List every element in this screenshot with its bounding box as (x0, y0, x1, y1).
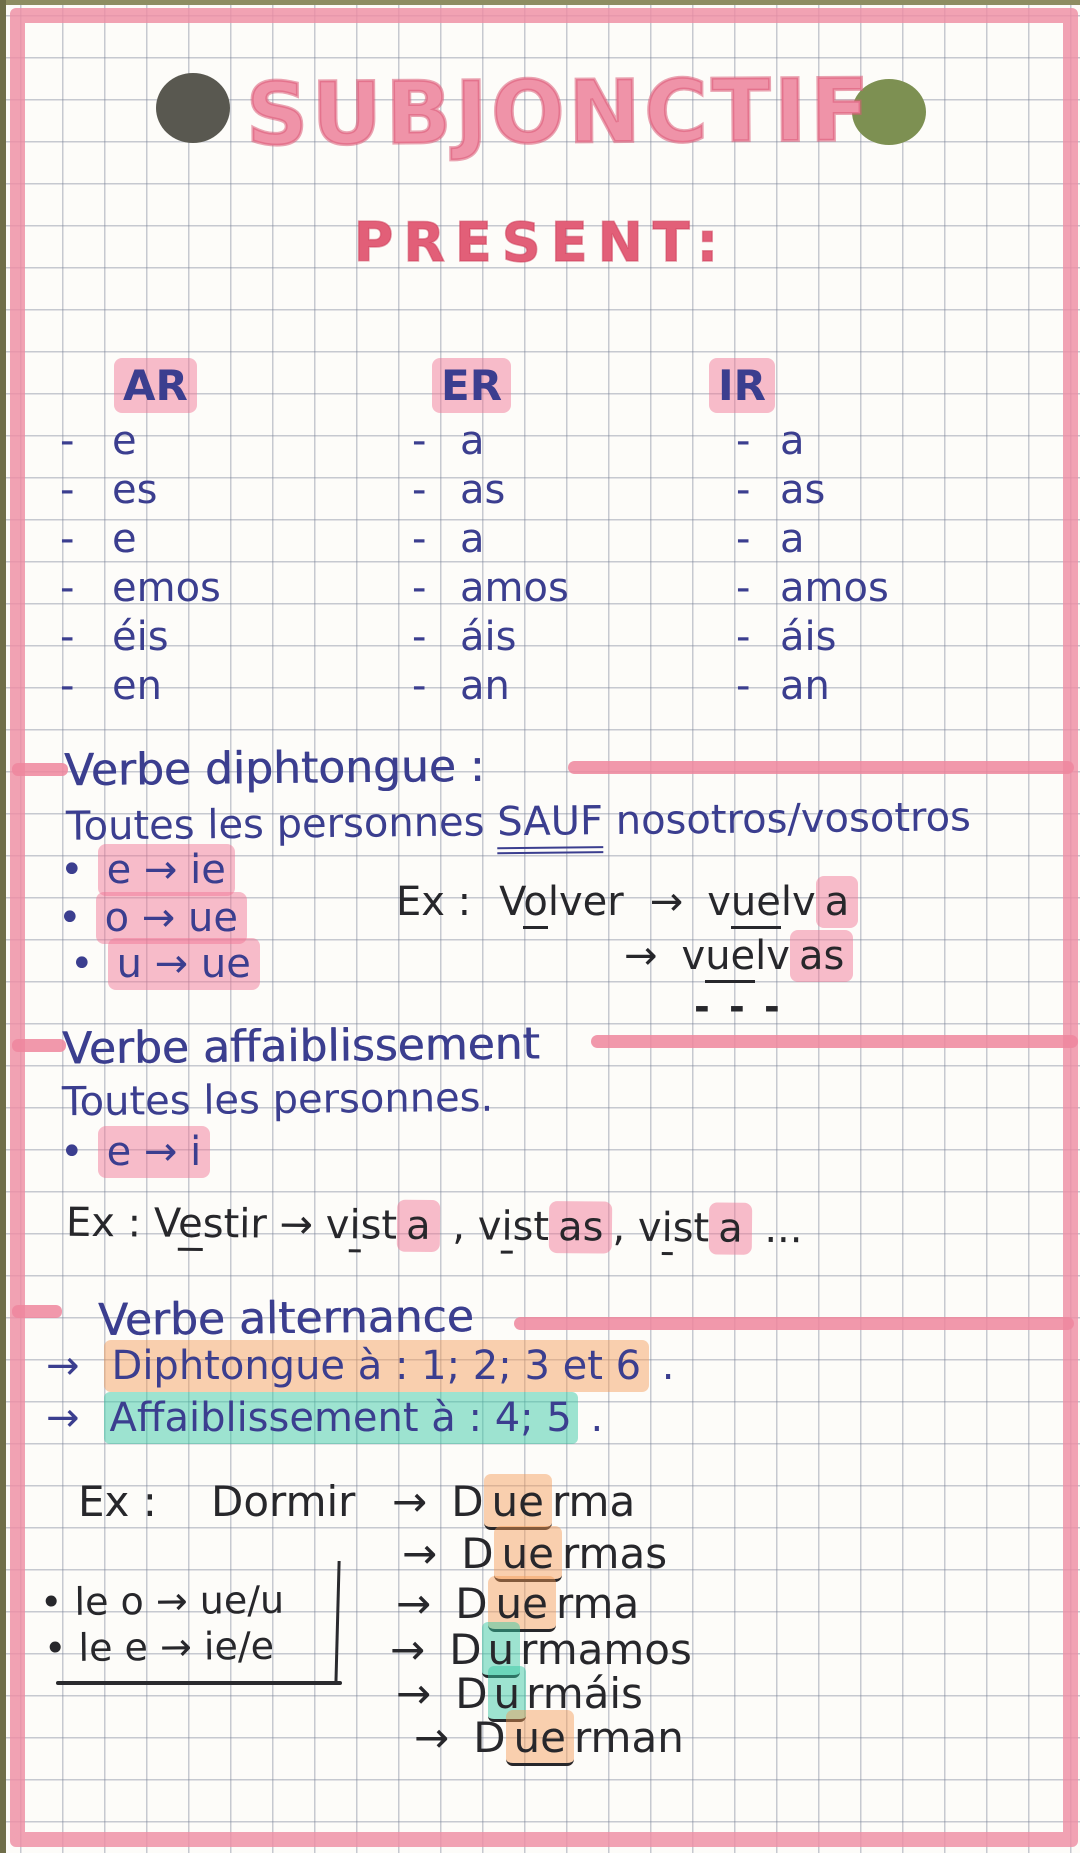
alternance-rule-2: → Affaiblissement à : 4; 5 . (46, 1392, 603, 1444)
side-note-e-rule: • le e → ie/e (43, 1623, 275, 1671)
alternance-rule-1: → Diphtongue à : 1; 2; 3 et 6 . (46, 1340, 675, 1392)
ending-row: -e (60, 516, 137, 562)
ellipsis-dashes: - - - (694, 985, 783, 1029)
example-verb-volver: Volver (499, 879, 624, 929)
endings-column-er: -a - as -a - amos - áis - an (412, 417, 569, 711)
bracket-vertical-line (334, 1560, 341, 1686)
margin-dash (12, 763, 68, 776)
diphtongue-intro: Toutes les personnes SAUF nosotros/vosot… (66, 794, 971, 855)
affaiblissement-example: Ex : Vestir → vist a , vist as, vist a ... (66, 1199, 803, 1256)
ending-row: -a (412, 418, 485, 464)
diphtongue-rule-1: • e → ie (60, 844, 235, 896)
column-header-ir: IR (709, 358, 775, 413)
gray-dot-sticker (156, 73, 230, 143)
section-heading-affaiblissement: Verbe affaiblissement (61, 1018, 540, 1075)
section-heading-alternance: Verbe alternance (97, 1291, 474, 1346)
ending-row: -a (736, 418, 805, 464)
grid-paper-page: SUBJONCTIF PRESENT: AR ER IR -e - es -e -… (6, 5, 1080, 1853)
column-header-er: ER (432, 358, 512, 413)
ending-row: - amos (736, 565, 889, 611)
margin-dash (12, 1039, 66, 1052)
diphtongue-rule-2: • o → ue (58, 892, 247, 944)
ending-row: - as (736, 467, 826, 513)
ending-row: -a (412, 516, 485, 562)
photo-edge-top (0, 0, 1080, 5)
alternance-example-verb: Dormir (211, 1477, 356, 1526)
section-heading-diphtongue: Verbe diphtongue : (63, 740, 485, 797)
bullet-dot: • (70, 941, 94, 987)
alternance-example-label: Ex : (78, 1477, 157, 1526)
bullet-dot: • (58, 895, 82, 941)
bullet-dot: • (60, 1129, 84, 1175)
ending-row: - áis (412, 614, 517, 660)
section-rule-line (514, 1317, 1074, 1330)
endings-column-ar: -e - es -e - emos - éis - en (60, 417, 221, 711)
bullet-dot: • (60, 847, 84, 893)
ending-row: - es (60, 467, 158, 513)
diphtongue-rule-3: • u → ue (70, 938, 260, 990)
endings-column-ir: -a - as -a - amos - áis - an (736, 417, 889, 711)
section-rule-line (568, 761, 1074, 774)
ending-row: - éis (60, 614, 169, 660)
diphtongue-example-line-1: Ex : Volver → vuelv a (396, 876, 859, 929)
page-subtitle: PRESENT: (353, 210, 729, 275)
photo-edge-left (0, 0, 6, 1853)
ending-row: - áis (736, 614, 837, 660)
ending-row: - as (412, 467, 506, 513)
example-result-vuelva: vuelv a (707, 876, 859, 929)
side-note-o-rule: • le o → ue/u (39, 1577, 285, 1625)
example-result-vuelvas: vuelv as (682, 930, 854, 983)
ending-row: -a (736, 516, 805, 562)
ending-row: - amos (412, 565, 569, 611)
ending-row: - an (736, 663, 830, 709)
section-rule-line (591, 1035, 1078, 1048)
green-dot-sticker (852, 79, 926, 145)
affaiblissement-intro: Toutes les personnes. (61, 1074, 494, 1126)
ending-row: -e (60, 418, 137, 464)
affaiblissement-rule: • e → i (60, 1126, 211, 1178)
column-header-ar: AR (114, 358, 197, 413)
ending-row: - en (60, 663, 162, 709)
diphtongue-example-line-2: → vuelv as (624, 930, 854, 983)
ending-row: - emos (60, 565, 221, 611)
margin-dash (12, 1305, 62, 1318)
page-title: SUBJONCTIF (244, 59, 875, 166)
bracket-underline (56, 1681, 342, 1685)
ending-row: - an (412, 663, 510, 709)
